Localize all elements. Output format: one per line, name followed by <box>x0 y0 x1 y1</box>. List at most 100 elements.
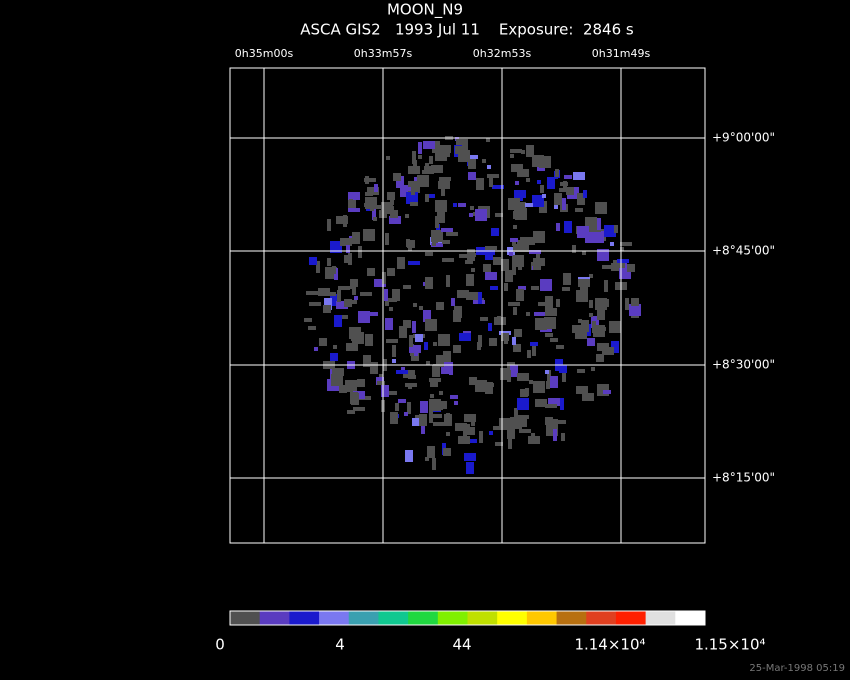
pixel-blob <box>337 290 341 302</box>
pixel-blob <box>358 246 362 258</box>
pixel-blob <box>385 298 397 302</box>
pixel-blob <box>385 233 389 245</box>
pixel-blob <box>513 344 521 352</box>
pixel-blob <box>458 150 470 162</box>
pixel-blob <box>419 306 423 310</box>
pixel-blob <box>425 457 429 461</box>
pixel-blob <box>403 320 411 328</box>
pixel-blob <box>556 223 560 231</box>
colorbar-swatch <box>319 611 350 625</box>
pixel-blob <box>530 342 538 346</box>
pixel-blob <box>390 412 398 424</box>
pixel-blob <box>466 155 478 159</box>
pixel-blob <box>319 338 327 346</box>
pixel-blob <box>510 238 518 242</box>
pixel-blob <box>363 229 375 241</box>
pixel-blob <box>510 149 522 153</box>
pixel-blob <box>617 259 629 263</box>
pixel-blob <box>595 298 607 310</box>
pixel-blob <box>576 386 588 394</box>
pixel-blob <box>512 255 524 267</box>
pixel-blob <box>370 312 378 316</box>
pixel-blob <box>459 333 471 341</box>
pixel-blob <box>485 246 497 250</box>
pixel-blob <box>574 325 582 333</box>
pixel-blob <box>349 199 353 211</box>
pixel-blob <box>446 232 454 236</box>
pixel-blob <box>527 350 531 358</box>
pixel-blob <box>406 239 410 247</box>
pixel-blob <box>519 197 523 201</box>
pixel-blob <box>459 254 471 258</box>
pixel-blob <box>525 203 533 207</box>
pixel-blob <box>514 329 522 337</box>
pixel-blob <box>526 178 530 182</box>
pixel-blob <box>465 260 473 264</box>
pixel-blob <box>542 194 546 198</box>
pixel-blob <box>351 393 359 405</box>
pixel-blob <box>598 205 606 209</box>
pixel-blob <box>485 272 497 280</box>
pixel-blob <box>518 266 522 270</box>
pixel-blob <box>412 418 424 426</box>
pixel-blob <box>483 264 491 272</box>
pixel-blob <box>357 379 365 387</box>
pixel-blob <box>425 252 433 256</box>
pixel-blob <box>423 141 435 149</box>
pixel-blob <box>489 175 493 187</box>
pixel-blob <box>534 312 546 316</box>
pixel-blob <box>336 301 348 309</box>
pixel-blob <box>616 325 620 333</box>
pixel-blob <box>413 303 417 307</box>
pixel-blob <box>389 391 397 395</box>
pixel-blob <box>631 298 639 306</box>
pixel-blob <box>580 286 588 298</box>
pixel-blob <box>334 315 342 327</box>
pixel-blob <box>611 341 619 353</box>
pixel-blob <box>387 268 395 276</box>
pixel-blob <box>532 195 544 207</box>
pixel-blob <box>517 373 529 381</box>
pixel-blob <box>560 398 564 410</box>
pixel-blob <box>450 395 458 399</box>
pixel-blob <box>531 433 535 437</box>
pixel-blob <box>443 448 451 456</box>
colorbar-swatch <box>378 611 409 625</box>
pixel-blob <box>614 225 618 233</box>
pixel-blob <box>545 296 553 308</box>
pixel-blob <box>510 154 514 158</box>
pixel-blob <box>407 240 415 248</box>
pixel-blob <box>367 268 375 276</box>
pixel-blob <box>348 208 360 212</box>
pixel-blob <box>381 385 389 397</box>
pixel-blob <box>430 414 442 418</box>
pixel-blob <box>545 370 549 374</box>
pixel-blob <box>535 399 547 407</box>
frame <box>229 67 706 544</box>
pixel-blob <box>485 248 493 260</box>
pixel-blob <box>389 216 401 224</box>
pixel-blob <box>413 160 417 168</box>
pixel-blob <box>318 288 330 296</box>
pixel-blob <box>324 298 332 310</box>
pixel-blob <box>495 442 503 446</box>
pixel-blob <box>323 305 331 313</box>
pixel-blob <box>538 302 546 306</box>
colorbar-frame <box>229 610 706 626</box>
pixel-blob <box>475 380 487 392</box>
pixel-blob <box>429 378 441 382</box>
pixel-blob <box>463 427 475 435</box>
pixel-blob <box>430 379 438 387</box>
pixel-blob <box>486 138 490 142</box>
pixel-blob <box>517 398 529 410</box>
pixel-blob <box>350 281 354 289</box>
pixel-blob <box>468 172 476 180</box>
pixel-blob <box>432 458 436 470</box>
pixel-blob <box>556 345 564 349</box>
pixel-blob <box>596 231 604 243</box>
pixel-blob <box>556 299 560 307</box>
pixel-blob <box>408 166 420 174</box>
pixel-blob <box>401 187 413 191</box>
pixel-blob <box>533 381 545 393</box>
